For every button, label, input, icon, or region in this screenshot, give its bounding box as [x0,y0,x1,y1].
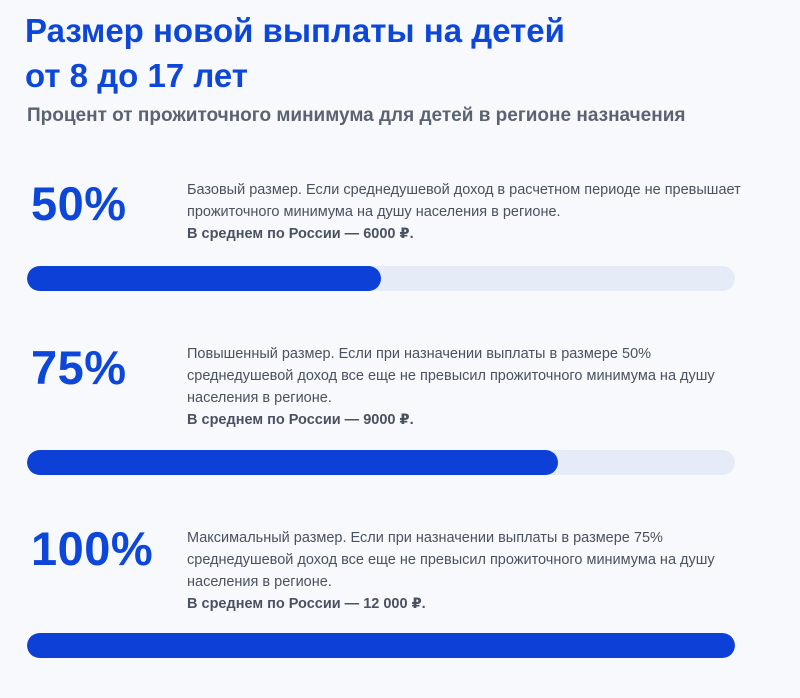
average-amount: В среднем по России — 9000 ₽. [187,412,414,428]
title-line-2: от 8 до 17 лет [25,57,248,94]
level-description: Базовый размер. Если среднедушевой доход… [187,179,747,245]
progress-fill [27,266,381,291]
progress-fill [27,450,558,475]
level-description: Повышенный размер. Если при назначении в… [187,343,747,431]
page-title: Размер новой выплаты на детей от 8 до 17… [25,8,765,98]
average-amount: В среднем по России — 12 000 ₽. [187,596,426,612]
progress-track [27,266,735,291]
progress-fill [27,633,735,658]
progress-track [27,633,735,658]
title-line-1: Размер новой выплаты на детей [25,12,565,49]
percent-label: 50% [31,177,127,230]
percent-label: 100% [31,522,154,575]
page-subtitle: Процент от прожиточного минимума для дет… [27,105,686,126]
average-amount: В среднем по России — 6000 ₽. [187,226,414,242]
percent-label: 75% [31,341,127,394]
progress-track [27,450,735,475]
level-description: Максимальный размер. Если при назначении… [187,527,747,615]
description-text: Базовый размер. Если среднедушевой доход… [187,182,741,220]
description-text: Повышенный размер. Если при назначении в… [187,346,715,406]
description-text: Максимальный размер. Если при назначении… [187,530,715,590]
